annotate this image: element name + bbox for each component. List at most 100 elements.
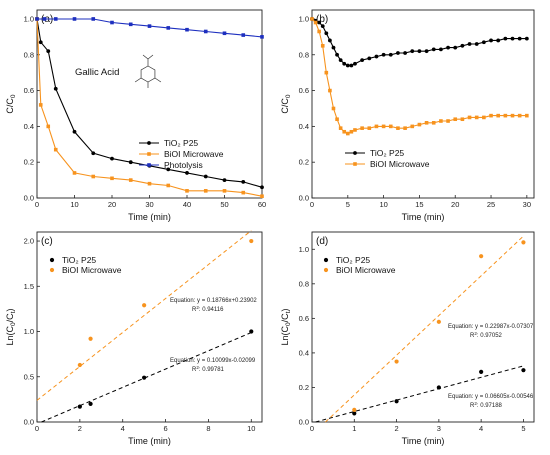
- x-tick-label: 1: [352, 424, 356, 433]
- data-point: [320, 24, 325, 29]
- x-tick-label: 2: [78, 424, 82, 433]
- data-point: [479, 369, 484, 375]
- data-point: [324, 31, 329, 36]
- series-line: [37, 18, 263, 38]
- series-2: [310, 17, 529, 136]
- data-point: [203, 29, 208, 34]
- data-point: [46, 49, 51, 54]
- y-axis-label-main: C/C: [280, 98, 290, 114]
- data-point: [331, 45, 336, 50]
- series-1: [315, 365, 526, 423]
- fit-r-squared: R2: 0.97052: [470, 331, 503, 339]
- fit-line: [36, 230, 252, 401]
- y-tick-label: 0.4: [24, 122, 34, 131]
- data-point: [394, 359, 399, 364]
- data-point: [446, 45, 450, 50]
- series-2: [35, 17, 264, 199]
- r-squared-exponent: 2: [196, 365, 199, 370]
- data-point: [241, 179, 246, 184]
- y-axis-label-sub: t: [10, 311, 17, 313]
- x-tick-label: 25: [487, 200, 495, 209]
- data-point: [436, 319, 441, 324]
- data-point: [185, 189, 189, 193]
- data-point: [88, 401, 93, 407]
- data-point: [381, 52, 386, 57]
- data-point: [128, 22, 133, 27]
- data-point: [53, 86, 58, 91]
- data-point: [396, 51, 400, 55]
- legend-label: BiOI Microwave: [370, 159, 430, 169]
- data-point: [349, 129, 354, 134]
- y-axis-label-post: ): [5, 309, 15, 312]
- series-2: [36, 230, 254, 401]
- x-tick-label: 20: [108, 200, 116, 209]
- legend-label: TiO₂ P25: [62, 255, 96, 265]
- data-point: [110, 20, 114, 25]
- data-point: [338, 58, 343, 63]
- data-point: [481, 40, 486, 45]
- legend-marker: [323, 257, 329, 263]
- data-point: [342, 129, 347, 134]
- data-point: [185, 27, 189, 32]
- legend-label: Photolysis: [164, 160, 203, 170]
- x-tick-label: 10: [70, 200, 78, 209]
- chart-panel-1: 0 10 20 30 40 50 60 0.0 0.2 0.4 0.6 0.8 1.0 Time (min…: [5, 9, 266, 222]
- data-point: [249, 238, 254, 244]
- data-point: [77, 404, 82, 409]
- data-point: [353, 128, 357, 132]
- y-axis-label-sub: 0: [285, 94, 292, 98]
- y-tick-label: 0.4: [299, 348, 309, 357]
- x-tick-label: 4: [479, 424, 483, 433]
- data-point: [474, 115, 479, 120]
- data-point: [521, 368, 526, 373]
- r-squared-value: : 0.97052: [477, 333, 503, 339]
- y-tick-label: 0.2: [24, 158, 34, 167]
- data-point: [77, 362, 82, 368]
- data-point: [410, 124, 415, 129]
- y-axis-label-main: C/C: [5, 98, 15, 114]
- data-point: [203, 174, 208, 179]
- y-tick-label: 0.8: [299, 50, 309, 59]
- r-squared-exponent: 2: [196, 305, 199, 310]
- data-point: [460, 43, 465, 48]
- data-point: [360, 58, 365, 63]
- data-point: [147, 24, 152, 28]
- x-axis-label: Time (min): [402, 436, 445, 446]
- data-point: [346, 131, 350, 136]
- data-point: [310, 17, 314, 21]
- r-squared-value: : 0.94116: [199, 307, 224, 313]
- x-tick-label: 5: [521, 424, 525, 433]
- data-point: [524, 36, 529, 41]
- x-tick-label: 10: [379, 200, 387, 209]
- data-point: [46, 124, 51, 129]
- data-point: [417, 49, 422, 54]
- plot-frame: [36, 231, 263, 423]
- data-point: [403, 126, 407, 130]
- data-point: [517, 36, 522, 41]
- data-point: [446, 119, 450, 123]
- fit-r-squared: R2: 0.94116: [192, 305, 224, 313]
- series-line: [311, 18, 527, 67]
- data-point: [345, 63, 350, 68]
- x-tick-label: 50: [220, 200, 228, 209]
- data-point: [331, 106, 336, 111]
- data-point: [453, 45, 458, 50]
- r-squared-symbol: R: [192, 367, 197, 373]
- data-point: [324, 70, 329, 75]
- legend-marker: [147, 163, 151, 167]
- panel-label: (b): [316, 14, 328, 25]
- plot-frame: [36, 9, 263, 199]
- data-point: [72, 171, 77, 175]
- data-point: [88, 336, 93, 341]
- data-point: [482, 115, 486, 120]
- y-tick-label: 0.0: [24, 418, 34, 427]
- x-tick-label: 15: [415, 200, 423, 209]
- data-point: [338, 126, 343, 130]
- data-point: [342, 61, 347, 66]
- data-point: [222, 178, 227, 182]
- data-point: [53, 147, 58, 152]
- y-axis-label-pre: Ln(C: [5, 325, 15, 345]
- data-point: [72, 129, 77, 134]
- bond: [154, 77, 162, 83]
